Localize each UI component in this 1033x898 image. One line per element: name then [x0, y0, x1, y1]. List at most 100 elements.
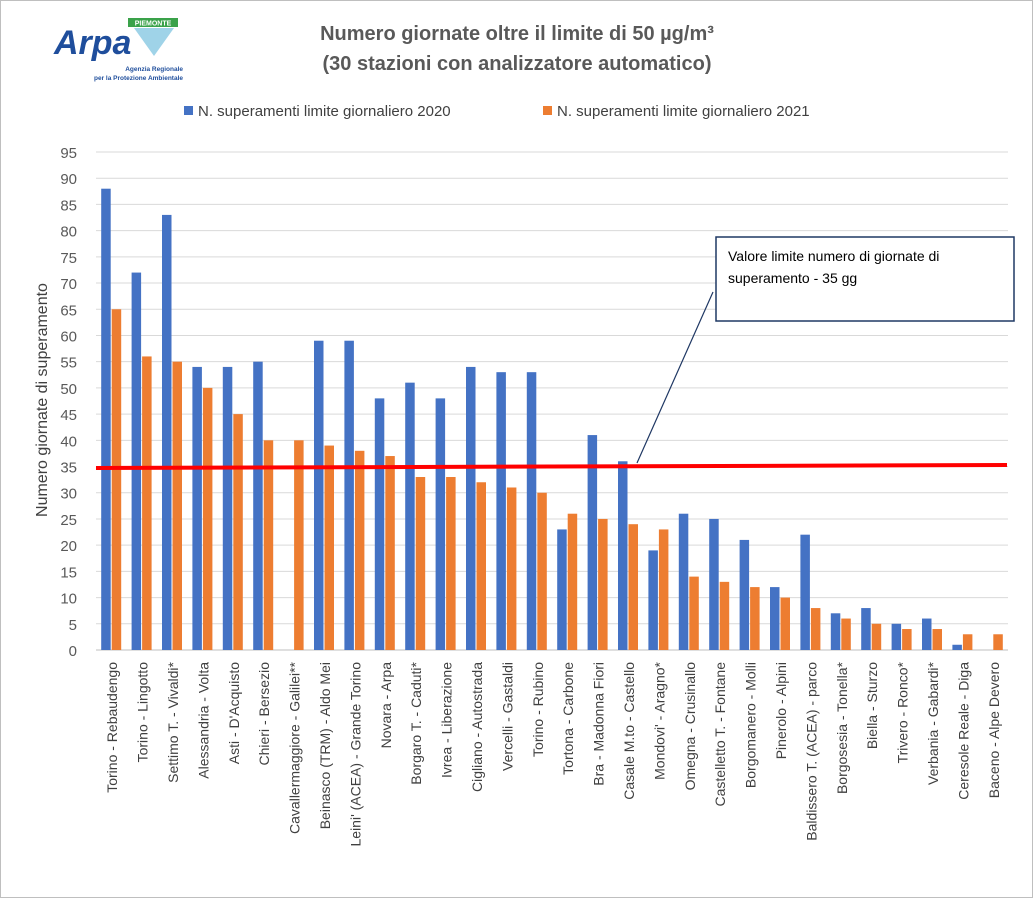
y-tick-label: 35 [60, 460, 77, 477]
x-tick-label: Torino - Rubino [530, 662, 546, 757]
y-tick-label: 50 [60, 381, 77, 398]
y-tick-label: 10 [60, 591, 77, 608]
y-tick-label: 65 [60, 302, 77, 319]
x-tick-label: Trivero - Ronco* [895, 661, 911, 763]
y-tick-label: 15 [60, 564, 77, 581]
bar-2021 [871, 623, 882, 650]
x-tick-label: Chieri - Bersezio [256, 662, 272, 766]
bar-2021 [993, 634, 1003, 650]
legend-label-2020: N. superamenti limite giornaliero 2020 [198, 103, 451, 120]
chart-title-line1: Numero giornate oltre il limite di 50 µg… [320, 23, 714, 45]
legend-swatch-2021 [543, 106, 552, 115]
annotation-pointer [636, 291, 714, 464]
y-tick-label: 95 [60, 145, 77, 162]
x-tick-label: Baldissero T. (ACEA) - parco [803, 662, 819, 841]
annotation-box [715, 236, 1015, 322]
x-tick-label: Baceno - Alpe Devero [986, 662, 1002, 798]
y-tick-label: 55 [60, 355, 77, 372]
x-tick-label: Ceresole Reale - Diga [955, 662, 971, 800]
x-tick-label: Asti - D'Acquisto [226, 662, 242, 764]
y-tick-label: 80 [60, 224, 77, 241]
legend-label-2021: N. superamenti limite giornaliero 2021 [557, 103, 810, 120]
bar-2021 [902, 629, 912, 650]
bar-2021 [446, 477, 456, 650]
x-tick-label: Alessandria - Volta [195, 662, 211, 779]
bar-2021 [233, 414, 243, 650]
limit-reference-line [95, 463, 1008, 471]
chart-title-line2: (30 stazioni con analizzatore automatico… [323, 53, 712, 75]
bar-2020 [922, 618, 932, 650]
bar-2020 [222, 366, 233, 650]
x-tick-label: Ivrea - Liberazione [439, 662, 455, 778]
bar-2020 [466, 366, 476, 650]
bar-2020 [587, 435, 598, 650]
x-tick-label: Casale M.to - Castello [621, 662, 637, 800]
bar-2020 [192, 366, 202, 650]
bar-2020 [435, 398, 446, 650]
bar-2020 [770, 587, 780, 650]
bar-2021 [415, 477, 426, 650]
x-tick-label: Borgaro T. - Caduti* [408, 661, 424, 784]
bar-2021 [294, 440, 304, 650]
bar-2020 [253, 361, 263, 650]
y-tick-label: 5 [69, 617, 77, 634]
bar-2021 [172, 361, 182, 650]
bar-2020 [131, 272, 142, 650]
x-tick-label: Torino - Rebaudengo [104, 662, 120, 793]
bar-2020 [678, 513, 689, 650]
x-tick-label: Beinasco (TRM) - Aldo Mei [317, 662, 333, 829]
x-tick-label: Novara - Arpa [378, 662, 394, 749]
bar-2021 [476, 482, 486, 650]
y-tick-label: 45 [60, 407, 77, 424]
annotation-line1: Valore limite numero di giornate di [728, 248, 939, 264]
bar-2020 [800, 534, 810, 650]
y-tick-label: 25 [60, 512, 77, 529]
y-tick-label: 85 [60, 197, 77, 214]
bar-2021 [689, 576, 699, 650]
legend: N. superamenti limite giornaliero 2020 N… [184, 103, 810, 120]
x-tick-label: Tortona - Carbone [560, 662, 576, 775]
bar-2021 [506, 487, 517, 650]
legend-swatch-2020 [184, 106, 193, 115]
bar-2021 [324, 445, 334, 650]
x-tick-label: Vercelli - Gastaldi [499, 662, 515, 771]
y-tick-label: 70 [60, 276, 77, 293]
bar-2021 [142, 356, 152, 650]
x-tick-label: Torino - Lingotto [135, 662, 151, 763]
x-tick-label: Castelletto T. - Fontane [712, 662, 728, 807]
bar-2021 [354, 450, 365, 650]
x-tick-label: Cigliano - Autostrada [469, 662, 485, 792]
y-axis-label: Numero giornate di superamento [34, 283, 51, 517]
x-tick-label: Borgomanero - Molli [743, 662, 759, 788]
x-tick-label: Omegna - Crusinallo [682, 662, 698, 791]
bar-2020 [891, 623, 902, 650]
svg-text:per la Protezione Ambientale: per la Protezione Ambientale [94, 75, 183, 82]
y-tick-label: 20 [60, 538, 77, 555]
bar-2021 [598, 518, 608, 650]
y-tick-label: 75 [60, 250, 77, 267]
bar-2021 [567, 513, 578, 650]
bar-2020 [101, 188, 111, 650]
bar-2020 [618, 461, 628, 650]
x-tick-label: Mondovi' - Aragno* [651, 661, 667, 779]
bar-2020 [162, 214, 172, 650]
x-tick-label: Borgosesia - Tonella* [834, 661, 850, 794]
bar-2021 [263, 440, 274, 650]
bar-2021 [841, 618, 851, 650]
x-tick-label: Pinerolo - Alpini [773, 662, 789, 759]
bar-2020 [557, 529, 567, 650]
y-tick-label: 30 [60, 486, 77, 503]
bar-2021 [962, 634, 973, 650]
y-tick-label: 90 [60, 171, 77, 188]
bar-2020 [344, 340, 354, 650]
y-tick-label: 0 [69, 643, 77, 660]
bar-2020 [405, 382, 415, 650]
svg-text:PIEMONTE: PIEMONTE [135, 21, 172, 28]
x-tick-label: Leini' (ACEA) - Grande Torino [347, 662, 363, 847]
bar-2020 [526, 372, 537, 650]
arpa-logo: PIEMONTE Arpa Agenzia Regionale per la P… [53, 18, 183, 82]
bar-2020 [830, 613, 841, 650]
bar-2020 [739, 539, 750, 650]
bar-2020 [496, 372, 506, 650]
